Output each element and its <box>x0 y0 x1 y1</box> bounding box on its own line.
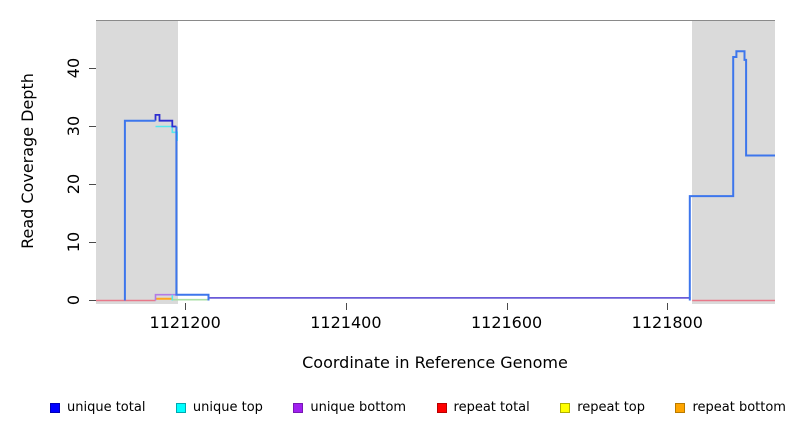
legend-label: repeat bottom <box>692 400 786 415</box>
legend-label: repeat total <box>453 400 530 415</box>
x-axis-tick-label: 1121600 <box>470 313 543 332</box>
unique-top-drop-line <box>155 125 178 141</box>
x-axis-tick-label: 1121800 <box>631 313 703 332</box>
unique-total-left-peak-line <box>123 119 156 301</box>
y-axis-tick-label: 20 <box>64 173 83 194</box>
left-gray-region <box>96 21 178 304</box>
legend-label: unique bottom <box>310 400 407 415</box>
repeat-top-swatch-icon <box>560 403 571 413</box>
y-axis-tick-label: 30 <box>64 115 83 136</box>
y-axis-title: Read Coverage Depth <box>18 73 37 249</box>
unique-bottom-swatch-icon <box>293 403 304 413</box>
x-axis-tick <box>345 303 347 310</box>
x-axis-tick <box>506 303 508 310</box>
y-axis-tick-label: 10 <box>64 231 83 252</box>
series-lines <box>96 50 775 302</box>
legend: unique total unique top unique bottom re… <box>50 400 786 416</box>
y-axis-tick <box>89 125 96 127</box>
legend-item-repeat-top: repeat top <box>560 400 645 416</box>
legend-item-repeat-bottom: repeat bottom <box>675 400 786 416</box>
legend-label: unique top <box>192 400 263 415</box>
unique-total-peak-top-line <box>154 114 177 128</box>
x-axis-title: Coordinate in Reference Genome <box>302 353 568 372</box>
y-axis-tick-label: 40 <box>64 57 83 78</box>
unique-total-right-peak-line <box>688 50 775 301</box>
y-axis-tick-label: 0 <box>64 294 83 305</box>
legend-label: repeat top <box>577 400 645 415</box>
unique-bottom-bump-line <box>154 293 176 301</box>
y-axis-tick <box>89 241 96 243</box>
unique-top-swatch-icon <box>175 403 186 413</box>
legend-label: unique total <box>67 400 146 415</box>
legend-item-unique-bottom: unique bottom <box>293 400 406 416</box>
repeat-total-swatch-icon <box>436 403 447 413</box>
plot-area <box>96 20 775 304</box>
legend-item-unique-top: unique top <box>175 400 263 416</box>
unique-total-left-tail-line <box>175 126 210 301</box>
x-axis-tick-label: 1121400 <box>310 313 382 332</box>
x-axis-tick-label: 1121200 <box>149 313 221 332</box>
x-axis-tick <box>185 303 187 310</box>
legend-item-repeat-total: repeat total <box>436 400 530 416</box>
x-axis-tick <box>667 303 669 310</box>
y-axis-tick <box>89 183 96 185</box>
y-axis-tick <box>89 299 96 301</box>
unique-total-swatch-icon <box>50 403 60 413</box>
repeat-bottom-swatch-icon <box>675 403 686 413</box>
legend-item-unique-total: unique total <box>50 400 145 416</box>
y-axis-tick <box>89 67 96 69</box>
